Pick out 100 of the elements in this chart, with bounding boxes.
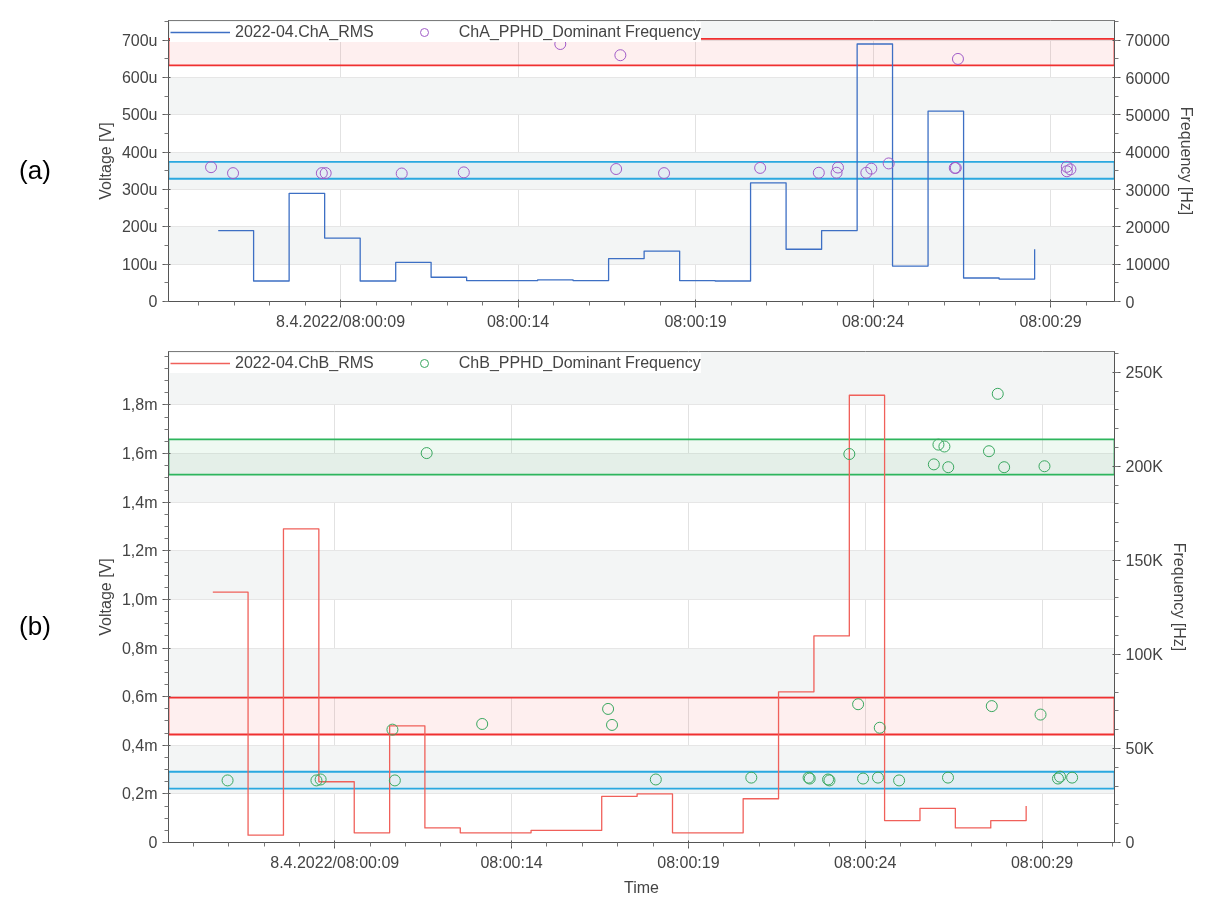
point: [843, 448, 856, 461]
point: [1060, 160, 1073, 173]
x-tick-label: 08:00:19: [664, 312, 727, 330]
point: [1034, 708, 1047, 721]
y-tick-label: 1,8m: [121, 396, 158, 414]
point: [1060, 165, 1073, 178]
point: [857, 772, 870, 785]
point: [221, 774, 234, 787]
point: [227, 167, 240, 180]
point: [388, 774, 401, 787]
y-tick-label: 1,0m: [121, 590, 158, 608]
y2-tick-label: 20000: [1125, 218, 1171, 236]
point: [951, 52, 964, 65]
text: (a): [19, 154, 51, 188]
y-tick-label: 100u: [121, 255, 158, 273]
x-tick-label: 08:00:24: [834, 853, 897, 871]
point: [812, 166, 825, 179]
point: [602, 702, 615, 715]
y2-tick-label: 70000: [1125, 32, 1171, 50]
legend-label: 2022-04.ChA_RMS: [235, 23, 374, 41]
point: [395, 167, 408, 180]
x-tick-label: 8.4.2022/08:00:09: [276, 312, 406, 330]
point: [614, 49, 627, 62]
point: [658, 167, 671, 180]
x-axis-title: Time: [624, 878, 660, 896]
y2-tick-label: 150K: [1125, 551, 1164, 569]
point: [386, 723, 399, 736]
point: [310, 774, 323, 787]
point: [942, 461, 955, 474]
point: [860, 166, 873, 179]
y2-tick-label: 100K: [1125, 645, 1164, 663]
y2-tick-label: 60000: [1125, 69, 1171, 87]
y2-tick-label: 30000: [1125, 181, 1171, 199]
point: [873, 721, 886, 734]
point: [938, 440, 951, 453]
x-tick-label: 08:00:29: [1019, 312, 1082, 330]
y-tick-label: 600u: [121, 69, 158, 87]
point: [1038, 460, 1051, 473]
point: [871, 771, 884, 784]
point: [985, 700, 998, 713]
y-tick-label: 700u: [121, 31, 158, 49]
point: [457, 166, 470, 179]
point: [1064, 163, 1077, 176]
point: [882, 157, 895, 170]
point: [831, 161, 844, 174]
y2-tick-label: 50000: [1125, 106, 1171, 124]
point: [476, 717, 489, 730]
point: [932, 438, 945, 451]
point: [315, 167, 328, 180]
point: [982, 445, 995, 458]
y-tick-label: 400u: [121, 143, 158, 161]
y2-tick-label: 250K: [1125, 363, 1164, 381]
point: [852, 698, 865, 711]
y-tick-label: 1,4m: [121, 493, 158, 511]
point: [649, 773, 662, 786]
y2-tick-label: 200K: [1125, 457, 1164, 475]
text: (b): [19, 610, 51, 644]
x-tick-label: 08:00:14: [480, 853, 543, 871]
y2-tick-label: 50K: [1125, 739, 1155, 757]
y2-axis-title: Frequency [Hz]: [1177, 106, 1195, 216]
point: [610, 163, 623, 176]
y-tick-label: 0,4m: [121, 736, 158, 754]
y-tick-label: 0,2m: [121, 785, 158, 803]
y-tick-label: 0,8m: [121, 639, 158, 657]
x-tick-label: 08:00:14: [486, 312, 550, 330]
point: [865, 162, 878, 175]
point: [830, 166, 843, 179]
point: [745, 771, 758, 784]
y2-tick-label: 10000: [1125, 256, 1171, 274]
y-tick-label: 300u: [121, 181, 158, 199]
y-tick-label: 200u: [121, 218, 158, 236]
point: [754, 161, 767, 174]
x-tick-label: 08:00:24: [841, 312, 905, 330]
y-tick-label: 1,2m: [121, 542, 158, 560]
point: [893, 774, 906, 787]
y-tick-label: 0,6m: [121, 688, 158, 706]
point: [927, 458, 940, 471]
y-axis-title: Voltage [V]: [96, 558, 114, 636]
point: [606, 718, 619, 731]
point: [205, 161, 218, 174]
y2-tick-label: 0: [1125, 834, 1135, 851]
point: [420, 447, 433, 460]
point: [319, 167, 332, 180]
y-tick-label: 0: [148, 834, 158, 851]
point: [314, 773, 327, 786]
point: [991, 387, 1004, 400]
y-tick-label: 0: [148, 293, 158, 310]
x-tick-label: 8.4.2022/08:00:09: [270, 853, 400, 871]
y-tick-label: 500u: [121, 106, 158, 124]
point: [1066, 771, 1079, 784]
y-axis-title: Voltage [V]: [96, 122, 114, 200]
y-tick-label: 1,6m: [121, 445, 158, 463]
legend-label: ChB_PPHD_Dominant Frequency: [458, 354, 701, 372]
point: [998, 461, 1011, 474]
point: [941, 771, 954, 784]
legend-label: 2022-04.ChB_RMS: [235, 354, 374, 372]
y2-tick-label: 40000: [1125, 144, 1171, 162]
x-tick-label: 08:00:29: [1010, 853, 1074, 871]
x-tick-label: 08:00:19: [657, 853, 720, 871]
y2-axis-title: Frequency [Hz]: [1170, 542, 1188, 652]
